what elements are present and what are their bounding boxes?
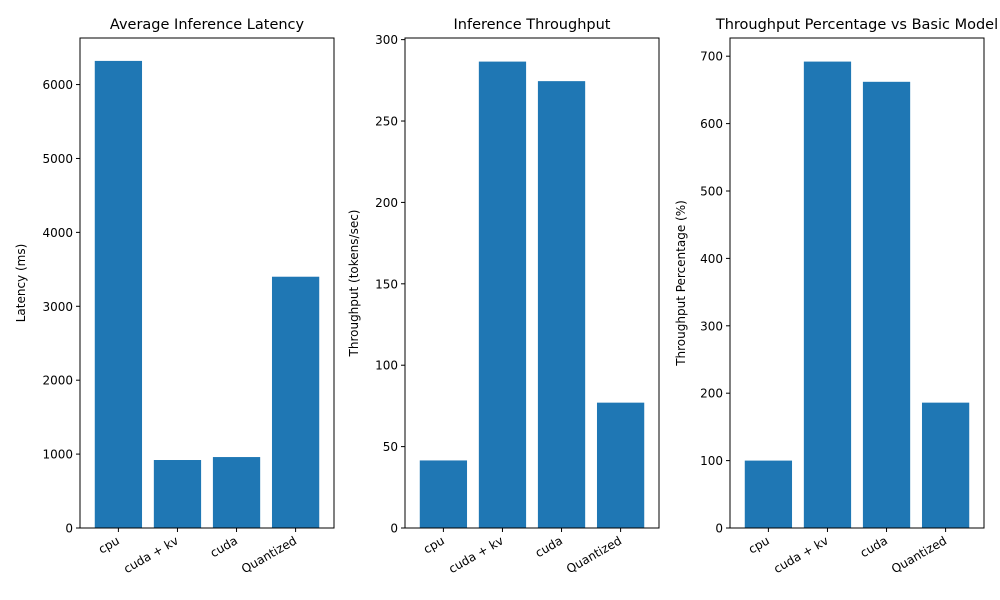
y-tick-label: 400 <box>700 252 723 266</box>
y-tick-label: 0 <box>715 522 723 536</box>
x-tick-label: cuda <box>533 533 565 560</box>
x-tick-label: cuda <box>208 533 240 560</box>
x-tick-label: cuda + kv <box>771 533 831 576</box>
y-axis-label: Latency (ms) <box>14 244 28 323</box>
x-tick-label: cpu <box>96 533 122 556</box>
bar-cuda <box>537 81 586 528</box>
bar-cuda <box>862 81 911 528</box>
chart-title: Throughput Percentage vs Basic Model <box>715 17 998 33</box>
y-tick-label: 0 <box>390 522 398 536</box>
plot-frame <box>404 37 660 529</box>
y-tick-label: 700 <box>700 50 723 64</box>
bar-cuda-kv <box>153 460 202 528</box>
x-tick-label: cuda + kv <box>446 533 506 576</box>
x-tick-label: cpu <box>746 533 772 556</box>
y-tick-label: 200 <box>700 387 723 401</box>
y-tick-label: 0 <box>65 522 73 536</box>
plot-frame <box>729 37 985 529</box>
y-tick-label: 2000 <box>42 374 73 388</box>
y-tick-label: 3000 <box>42 300 73 314</box>
chart-panel-throughput-percentage: Throughput Percentage vs Basic Model Thr… <box>674 17 998 576</box>
bar-quantized <box>596 402 645 528</box>
x-tick-label: Quantized <box>889 533 949 576</box>
y-tick-label: 600 <box>700 117 723 131</box>
bar-cuda-kv <box>803 61 852 529</box>
bar-cuda-kv <box>478 61 527 528</box>
bar-cpu <box>419 460 468 528</box>
bar-cuda <box>212 457 261 528</box>
y-tick-label: 1000 <box>42 448 73 462</box>
bar-quantized <box>921 402 970 528</box>
bar-cpu <box>744 460 793 528</box>
y-tick-label: 4000 <box>42 226 73 240</box>
chart-title: Inference Throughput <box>454 17 611 33</box>
plot-frame <box>79 37 335 529</box>
chart-panel-throughput: Inference Throughput Throughput (tokens/… <box>347 17 660 576</box>
y-tick-label: 100 <box>700 454 723 468</box>
chart-panel-latency: Average Inference Latency Latency (ms) 0… <box>14 17 335 576</box>
y-axis-label: Throughput (tokens/sec) <box>347 210 361 358</box>
x-tick-label: cuda + kv <box>121 533 181 576</box>
y-tick-label: 5000 <box>42 152 73 166</box>
y-tick-label: 50 <box>383 440 398 454</box>
x-tick-label: Quantized <box>564 533 624 576</box>
y-tick-label: 100 <box>375 359 398 373</box>
bar-quantized <box>271 276 320 528</box>
x-tick-label: Quantized <box>239 533 299 576</box>
y-tick-label: 200 <box>375 196 398 210</box>
chart-title: Average Inference Latency <box>110 17 305 33</box>
x-tick-label: cuda <box>858 533 890 560</box>
bar-cpu <box>94 60 143 528</box>
y-axis-label: Throughput Percentage (%) <box>674 200 688 367</box>
y-tick-label: 500 <box>700 184 723 198</box>
x-tick-label: cpu <box>421 533 447 556</box>
y-tick-label: 250 <box>375 115 398 129</box>
y-tick-label: 300 <box>700 319 723 333</box>
y-tick-label: 150 <box>375 277 398 291</box>
y-tick-label: 300 <box>375 33 398 47</box>
y-tick-label: 6000 <box>42 78 73 92</box>
